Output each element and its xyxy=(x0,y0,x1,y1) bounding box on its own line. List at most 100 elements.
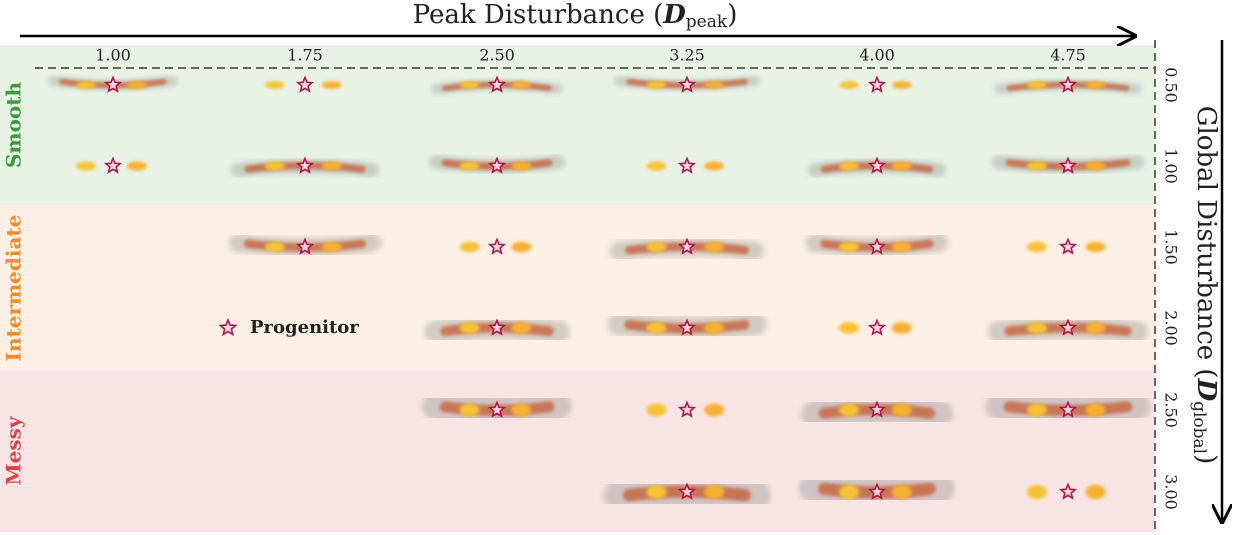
x-tick-label: 2.50 xyxy=(479,46,515,65)
stream-core xyxy=(459,81,480,89)
legend-label: Progenitor xyxy=(250,317,359,338)
progenitor-star xyxy=(1058,400,1078,418)
progenitor-star xyxy=(867,156,887,174)
stream-core xyxy=(646,241,667,253)
stream-core xyxy=(127,81,147,89)
stream-image xyxy=(431,75,563,94)
stream-core xyxy=(704,81,725,89)
progenitor-star xyxy=(487,75,507,93)
progenitor-star xyxy=(677,237,697,255)
stream-image xyxy=(989,237,1147,257)
stream-core xyxy=(1085,161,1106,171)
stream-core xyxy=(646,322,667,334)
stream-core xyxy=(1026,322,1047,334)
progenitor-star xyxy=(867,237,887,255)
stream-image xyxy=(985,392,1151,424)
progenitor-star xyxy=(487,318,507,336)
stream-core xyxy=(839,403,860,417)
messy-region xyxy=(0,370,1155,532)
stream-image xyxy=(810,75,944,93)
stream-core xyxy=(127,161,147,171)
progenitor-star xyxy=(867,318,887,336)
progenitor-star xyxy=(1058,75,1078,93)
progenitor-star xyxy=(677,400,697,418)
stream-image xyxy=(48,75,178,93)
y-tick-label: 0.50 xyxy=(1162,67,1181,103)
progenitor-star xyxy=(677,75,697,93)
stream-image xyxy=(799,472,955,508)
y-tick-label: 3.00 xyxy=(1162,474,1181,510)
stream-core xyxy=(646,161,667,171)
progenitor-star xyxy=(1058,318,1078,336)
stream-core xyxy=(264,161,285,171)
progenitor-star xyxy=(867,400,887,418)
stream-core xyxy=(459,241,480,253)
stream-core xyxy=(891,241,912,253)
region-label: Messy xyxy=(2,415,26,485)
progenitor-star xyxy=(103,156,123,174)
progenitor-star xyxy=(867,75,887,93)
stream-core xyxy=(646,81,667,89)
stream-core xyxy=(839,161,860,171)
stream-image xyxy=(424,316,570,344)
stream-image xyxy=(233,75,377,93)
stream-image xyxy=(807,156,947,178)
x-tick-label: 1.00 xyxy=(95,46,131,65)
stream-image xyxy=(428,154,566,174)
progenitor-star xyxy=(1058,156,1078,174)
stream-image xyxy=(45,156,181,174)
stream-core xyxy=(1026,403,1047,417)
stream-core xyxy=(321,161,342,171)
stream-core xyxy=(891,161,912,171)
stream-core xyxy=(839,81,860,89)
stream-core xyxy=(1085,484,1106,500)
region-label: Smooth xyxy=(2,82,26,169)
stream-core xyxy=(839,241,860,253)
stream-core xyxy=(511,161,532,171)
progenitor-star xyxy=(218,317,238,337)
stream-image xyxy=(805,233,949,257)
progenitor-star xyxy=(295,156,315,174)
x-axis-title: Peak Disturbance (Dpeak) xyxy=(413,0,738,32)
stream-core xyxy=(76,81,96,89)
stream-image xyxy=(987,316,1149,344)
stream-image xyxy=(605,396,769,424)
stream-image xyxy=(803,316,951,340)
progenitor-star xyxy=(487,400,507,418)
progenitor-star xyxy=(487,156,507,174)
stream-image xyxy=(611,156,763,174)
region-label: Intermediate xyxy=(2,215,26,362)
y-axis-title: Global Disturbance (Dglobal) xyxy=(1190,106,1222,465)
stream-core xyxy=(1085,241,1106,253)
stream-core xyxy=(704,161,725,171)
stream-core xyxy=(646,403,667,417)
stream-core xyxy=(891,484,912,500)
stream-core xyxy=(1026,484,1047,500)
stream-image xyxy=(609,237,765,261)
stream-image xyxy=(422,392,572,424)
stream-core xyxy=(839,322,860,334)
stream-core xyxy=(321,81,342,89)
stream-core xyxy=(704,241,725,253)
stream-core xyxy=(459,322,480,334)
progenitor-star xyxy=(867,482,887,500)
progenitor-star xyxy=(487,237,507,255)
x-tick-label: 4.00 xyxy=(859,46,895,65)
stream-image xyxy=(603,476,771,512)
x-tick-label: 3.25 xyxy=(669,46,705,65)
stream-core xyxy=(459,403,480,417)
stream-core xyxy=(511,403,532,417)
progenitor-star xyxy=(677,482,697,500)
stream-core xyxy=(76,161,96,171)
stream-core xyxy=(1026,161,1047,171)
stream-core xyxy=(646,484,667,500)
stream-core xyxy=(704,322,725,334)
stream-image xyxy=(228,233,382,257)
stream-core xyxy=(891,322,912,334)
progenitor-star xyxy=(103,75,123,93)
stream-core xyxy=(891,403,912,417)
stream-image xyxy=(614,75,760,93)
smooth-region xyxy=(0,45,1155,205)
x-tick-label: 4.75 xyxy=(1050,46,1086,65)
